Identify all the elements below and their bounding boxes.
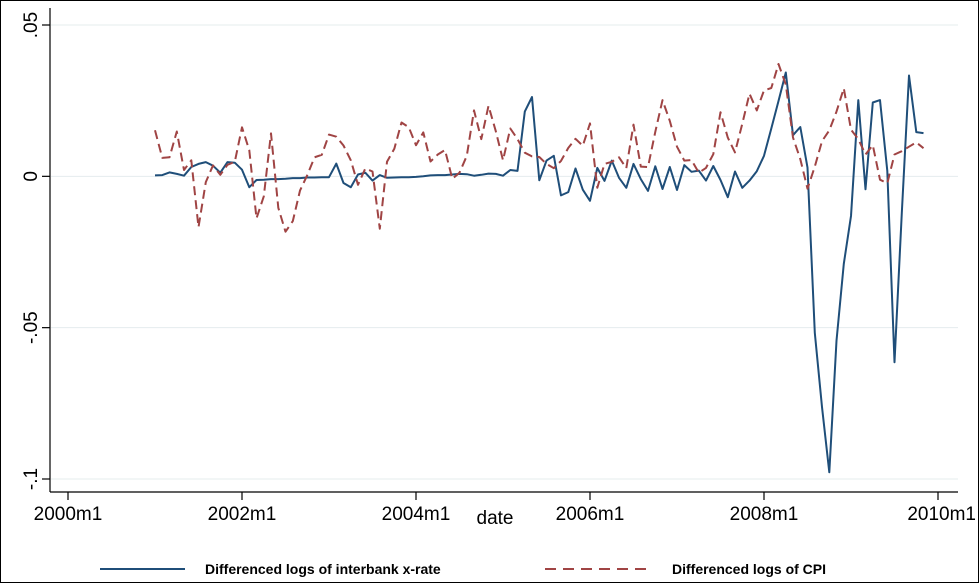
x-tick-label-3: 2006m1 (556, 504, 625, 525)
x-tick-label-0: 2000m1 (34, 504, 103, 525)
gridlines (51, 24, 958, 480)
y-tick-label-2: -.05 (21, 311, 42, 344)
y-tick-label-0: .05 (21, 12, 42, 38)
legend-label-cpi: Differenced logs of CPI (672, 561, 826, 577)
x-tick-label-2: 2004m1 (382, 504, 451, 525)
x-axis-ticks: 2000m1 2002m1 2004m1 2006m1 2008m1 2010m1 (34, 492, 976, 525)
x-tick-label-5: 2010m1 (907, 504, 976, 525)
axes (49, 8, 958, 493)
x-tick-label-4: 2008m1 (730, 504, 799, 525)
legend: Differenced logs of interbank x-rate Dif… (100, 561, 826, 577)
series-line-cpi (154, 63, 925, 233)
legend-label-interbank: Differenced logs of interbank x-rate (205, 561, 441, 577)
series-lines (154, 63, 925, 474)
y-tick-label-3: -.1 (21, 468, 42, 490)
x-tick-label-1: 2002m1 (208, 504, 277, 525)
x-axis-title: date (477, 508, 514, 529)
series-line-interbank-xrate (154, 71, 924, 474)
y-tick-label-1: 0 (21, 171, 42, 182)
y-axis-ticks: .05 0 -.05 -.1 (21, 12, 50, 490)
